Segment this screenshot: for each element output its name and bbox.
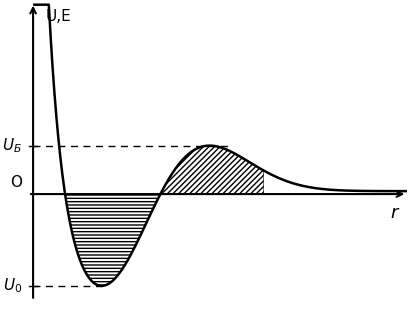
Text: $U_Б$: $U_Б$ <box>2 136 22 155</box>
Text: r: r <box>389 204 397 222</box>
Text: U,E: U,E <box>45 9 71 24</box>
Text: $U_0$: $U_0$ <box>2 277 22 295</box>
Polygon shape <box>160 146 263 194</box>
Text: O: O <box>10 175 22 190</box>
Polygon shape <box>65 194 160 286</box>
